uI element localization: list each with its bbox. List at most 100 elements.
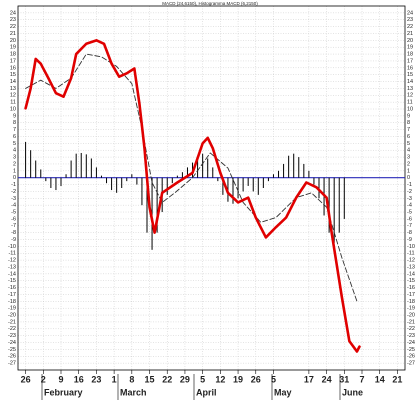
y-tick-label-right: 0 bbox=[407, 175, 410, 181]
y-tick-label: 19 bbox=[10, 45, 16, 51]
y-tick-label-right: 15 bbox=[407, 72, 413, 78]
y-tick-label: 21 bbox=[10, 31, 16, 37]
chart-title: MACD (24,6150), Histogramma MACD (6,2150… bbox=[162, 1, 258, 6]
y-tick-label: 10 bbox=[10, 106, 16, 112]
x-tick-label: 26 bbox=[21, 374, 31, 384]
x-tick-label: 19 bbox=[233, 374, 243, 384]
y-tick-label-right: 20 bbox=[407, 38, 413, 44]
y-tick-label: 16 bbox=[10, 65, 16, 71]
signal-line bbox=[25, 53, 358, 302]
month-label: February bbox=[44, 387, 83, 397]
y-tick-label: 18 bbox=[10, 52, 16, 58]
x-tick-label: 14 bbox=[375, 374, 385, 384]
y-tick-label-right: -1 bbox=[407, 182, 412, 188]
y-tick-label: -19 bbox=[8, 306, 16, 312]
y-tick-label-right: 17 bbox=[407, 58, 413, 64]
y-tick-label: 22 bbox=[10, 24, 16, 30]
y-tick-label-right: 16 bbox=[407, 65, 413, 71]
x-tick-label: 16 bbox=[74, 374, 84, 384]
y-tick-label: -8 bbox=[11, 230, 16, 236]
y-tick-label-right: -21 bbox=[407, 319, 415, 325]
y-tick-label: -4 bbox=[11, 203, 16, 209]
y-tick-label: 13 bbox=[10, 86, 16, 92]
month-label: May bbox=[274, 387, 292, 397]
y-tick-label: 4 bbox=[13, 148, 16, 154]
y-tick-label: -7 bbox=[11, 223, 16, 229]
x-tick-label: 15 bbox=[145, 374, 155, 384]
macd-line bbox=[24, 39, 361, 353]
y-tick-label: 23 bbox=[10, 17, 16, 23]
y-tick-label-right: -6 bbox=[407, 216, 412, 222]
y-tick-label: 14 bbox=[10, 79, 16, 85]
month-label: April bbox=[196, 387, 217, 397]
y-tick-label-right: -26 bbox=[407, 354, 415, 360]
y-tick-label-right: 13 bbox=[407, 86, 413, 92]
y-tick-label: -14 bbox=[8, 271, 16, 277]
x-tick-label: 22 bbox=[162, 374, 172, 384]
y-tick-label-right: -3 bbox=[407, 196, 412, 202]
y-tick-label-right: -20 bbox=[407, 313, 415, 319]
y-tick-label-right: 19 bbox=[407, 45, 413, 51]
y-tick-label: 17 bbox=[10, 58, 16, 64]
y-tick-label: 11 bbox=[10, 100, 16, 106]
y-tick-label-right: 5 bbox=[407, 141, 410, 147]
y-tick-label: -6 bbox=[11, 216, 16, 222]
y-tick-label: 15 bbox=[10, 72, 16, 78]
y-tick-label-right: -15 bbox=[407, 278, 415, 284]
y-tick-label: -24 bbox=[8, 340, 16, 346]
y-tick-label: -15 bbox=[8, 278, 16, 284]
x-tick-label: 31 bbox=[339, 374, 349, 384]
y-tick-label: -20 bbox=[8, 313, 16, 319]
y-tick-label: -1 bbox=[11, 182, 16, 188]
y-tick-label-right: -12 bbox=[407, 258, 415, 264]
x-tick-label: 17 bbox=[304, 374, 314, 384]
y-tick-label-right: -18 bbox=[407, 299, 415, 305]
y-tick-label-right: 7 bbox=[407, 127, 410, 133]
y-tick-label: -3 bbox=[11, 196, 16, 202]
x-tick-label: 21 bbox=[392, 374, 402, 384]
y-tick-label-right: -23 bbox=[407, 333, 415, 339]
y-tick-label: 24 bbox=[10, 10, 16, 16]
y-tick-label-right: -16 bbox=[407, 285, 415, 291]
month-label: March bbox=[120, 387, 147, 397]
y-tick-label: -25 bbox=[8, 347, 16, 353]
y-tick-label: 9 bbox=[13, 113, 16, 119]
y-tick-label: 0 bbox=[13, 175, 16, 181]
x-tick-label: 1 bbox=[112, 374, 117, 384]
y-tick-label-right: -17 bbox=[407, 292, 415, 298]
y-tick-label-right: 6 bbox=[407, 134, 410, 140]
x-tick-label: 5 bbox=[200, 374, 205, 384]
y-tick-label-right: -22 bbox=[407, 326, 415, 332]
y-tick-label-right: -5 bbox=[407, 209, 412, 215]
y-tick-label: -12 bbox=[8, 258, 16, 264]
y-tick-label: -16 bbox=[8, 285, 16, 291]
plot-frame bbox=[17, 5, 406, 371]
y-tick-label-right: -27 bbox=[407, 361, 415, 367]
y-tick-label: -23 bbox=[8, 333, 16, 339]
x-tick-label: 29 bbox=[180, 374, 190, 384]
y-tick-label-right: 22 bbox=[407, 24, 413, 30]
y-tick-label: -10 bbox=[8, 244, 16, 250]
y-tick-label-right: 14 bbox=[407, 79, 413, 85]
y-tick-label: 2 bbox=[13, 161, 16, 167]
y-tick-label-right: -11 bbox=[407, 251, 415, 257]
y-tick-label-right: 23 bbox=[407, 17, 413, 23]
y-tick-label-right: 21 bbox=[407, 31, 413, 37]
y-tick-label-right: -7 bbox=[407, 223, 412, 229]
y-tick-label-right: -14 bbox=[407, 271, 415, 277]
x-tick-label: 2 bbox=[41, 374, 46, 384]
y-tick-label-right: -9 bbox=[407, 237, 412, 243]
y-tick-label-right: -25 bbox=[407, 347, 415, 353]
y-tick-label: -17 bbox=[8, 292, 16, 298]
y-tick-label: -11 bbox=[8, 251, 16, 257]
y-tick-label: -27 bbox=[8, 361, 16, 367]
y-tick-label-right: 24 bbox=[407, 10, 413, 16]
month-label: June bbox=[342, 387, 363, 397]
y-tick-label-right: 9 bbox=[407, 113, 410, 119]
y-tick-label: 20 bbox=[10, 38, 16, 44]
x-tick-label: 5 bbox=[271, 374, 276, 384]
x-tick-label: 24 bbox=[322, 374, 332, 384]
y-tick-label: -13 bbox=[8, 264, 16, 270]
y-tick-label: -21 bbox=[8, 319, 16, 325]
